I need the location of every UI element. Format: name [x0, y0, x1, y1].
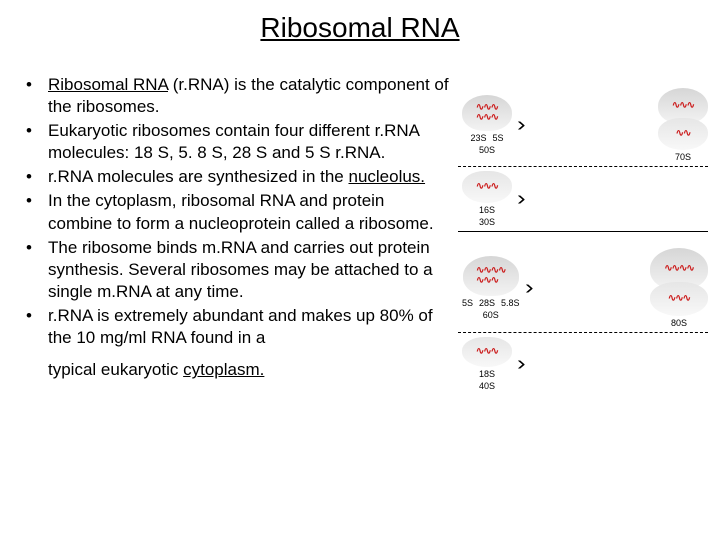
- list-item: • r.RNA is extremely abundant and makes …: [20, 305, 450, 349]
- combined-80s: ∿∿∿∿ ∿∿∿ 80S: [650, 248, 708, 328]
- bullet-icon: •: [20, 305, 48, 349]
- label-50s: 50S: [479, 145, 495, 155]
- label-60s: 60S: [483, 310, 499, 320]
- arrow-icon: ›: [517, 114, 526, 137]
- diagram-row-60s: ∿∿∿∿∿∿∿ 5S 28S 5.8S 60S › ∿∿∿∿ ∿∿∿ 80S: [458, 244, 708, 333]
- subunit-40s-icon: ∿∿∿: [462, 337, 512, 367]
- page-title: Ribosomal RNA: [20, 12, 700, 44]
- trailing-text: typical eukaryotic: [48, 360, 183, 379]
- bullet-icon: •: [20, 237, 48, 303]
- diagram-row-40s: ∿∿∿ 18S 40S ›: [458, 333, 708, 395]
- combined-70s: ∿∿∿ ∿∿ 70S: [658, 88, 708, 162]
- label-80s: 80S: [671, 318, 687, 328]
- label-30s: 30S: [479, 217, 495, 227]
- label-40s: 40S: [479, 381, 495, 391]
- text-column: • Ribosomal RNA (r.RNA) is the catalytic…: [20, 74, 450, 395]
- label-28s: 28S: [479, 298, 495, 308]
- ribosome-diagram: ∿∿∿∿∿∿ 23S5S 50S › ∿∿∿ ∿∿ 70S ∿∿∿ 16S: [458, 84, 708, 395]
- trailing-line: typical eukaryotic cytoplasm.: [20, 359, 450, 381]
- label-23s: 23S: [470, 133, 486, 143]
- list-item: • The ribosome binds m.RNA and carries o…: [20, 237, 450, 303]
- label-16s: 16S: [479, 205, 495, 215]
- list-item: • Eukaryotic ribosomes contain four diff…: [20, 120, 450, 164]
- list-item: • Ribosomal RNA (r.RNA) is the catalytic…: [20, 74, 450, 118]
- arrow-icon: ›: [517, 188, 526, 211]
- diagram-column: ∿∿∿∿∿∿ 23S5S 50S › ∿∿∿ ∿∿ 70S ∿∿∿ 16S: [458, 74, 708, 395]
- subunit-50s-icon: ∿∿∿∿∿∿: [462, 95, 512, 131]
- subunit-30s-icon: ∿∿∿: [462, 171, 512, 203]
- subunit-60s-icon: ∿∿∿∿∿∿∿: [463, 256, 519, 296]
- arrow-icon: ›: [517, 353, 526, 376]
- list-item: • In the cytoplasm, ribosomal RNA and pr…: [20, 190, 450, 234]
- bullet-icon: •: [20, 166, 48, 188]
- bullet-icon: •: [20, 120, 48, 164]
- label-5s-euk: 5S: [462, 298, 473, 308]
- bullet-icon: •: [20, 190, 48, 234]
- bullet-list: • Ribosomal RNA (r.RNA) is the catalytic…: [20, 74, 450, 349]
- label-18s: 18S: [479, 369, 495, 379]
- bullet-underline: nucleolus.: [348, 167, 425, 186]
- bullet-text: The ribosome binds m.RNA and carries out…: [48, 238, 433, 301]
- content-row: • Ribosomal RNA (r.RNA) is the catalytic…: [20, 74, 700, 395]
- diagram-row-30s: ∿∿∿ 16S 30S ›: [458, 167, 708, 232]
- ribosome-bottom-icon: ∿∿: [658, 118, 708, 150]
- list-item: • r.RNA molecules are synthesized in the…: [20, 166, 450, 188]
- diagram-row-50s: ∿∿∿∿∿∿ 23S 5S 50S › ∿∿∿ ∿∿ 70S: [458, 84, 708, 167]
- bullet-icon: •: [20, 74, 48, 118]
- arrow-icon: ›: [525, 277, 534, 300]
- bullet-text: In the cytoplasm, ribosomal RNA and prot…: [48, 191, 434, 232]
- label-70s: 70S: [675, 152, 691, 162]
- ribosome-bottom-icon: ∿∿∿: [650, 282, 708, 316]
- trailing-underline: cytoplasm.: [183, 360, 264, 379]
- bullet-text: Eukaryotic ribosomes contain four differ…: [48, 121, 419, 162]
- bullet-text: r.RNA is extremely abundant and makes up…: [48, 306, 433, 347]
- bullet-underline: Ribosomal RNA: [48, 75, 168, 94]
- bullet-text: r.RNA molecules are synthesized in the: [48, 167, 348, 186]
- label-5-8s: 5.8S: [501, 298, 520, 308]
- label-5s: 5S: [493, 133, 504, 143]
